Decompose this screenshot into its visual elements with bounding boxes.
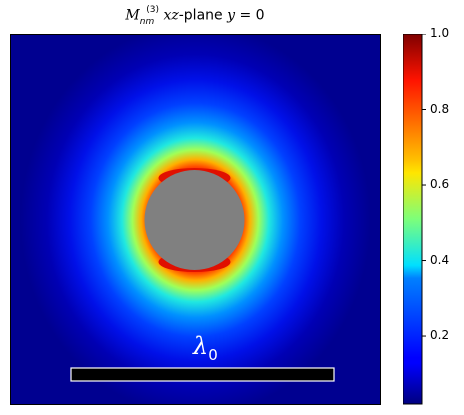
title-condition-var: y	[227, 7, 236, 24]
title-symbol: M	[125, 7, 140, 24]
title-subscript: nm	[139, 17, 155, 28]
title-condition-val: = 0	[235, 7, 265, 24]
colorbar-ticks	[422, 34, 426, 337]
colorbar	[403, 34, 426, 405]
colorbar-tick-label: 0.2	[430, 328, 450, 343]
colorbar-tick-label: 1.0	[430, 26, 450, 40]
colorbar-gradient	[403, 34, 423, 405]
colorbar-tick-label: 0.6	[430, 177, 450, 192]
scalebar-label: λ0	[193, 332, 218, 364]
colorbar-tick-label: 0.4	[430, 252, 450, 267]
scalebar-symbol: λ	[193, 332, 209, 360]
title-plane: xz	[163, 7, 179, 24]
particle-circle	[144, 170, 245, 270]
plot-frame	[10, 34, 381, 405]
title-superscript: (3)	[146, 5, 159, 15]
chart-title: Mnm (3) xz-plane y = 0	[10, 5, 380, 28]
heatmap-plot	[10, 34, 381, 405]
scalebar	[70, 367, 335, 382]
scalebar-subscript: 0	[208, 345, 218, 364]
title-rest: -plane	[178, 7, 223, 24]
colorbar-tick-label: 0.8	[430, 101, 450, 116]
